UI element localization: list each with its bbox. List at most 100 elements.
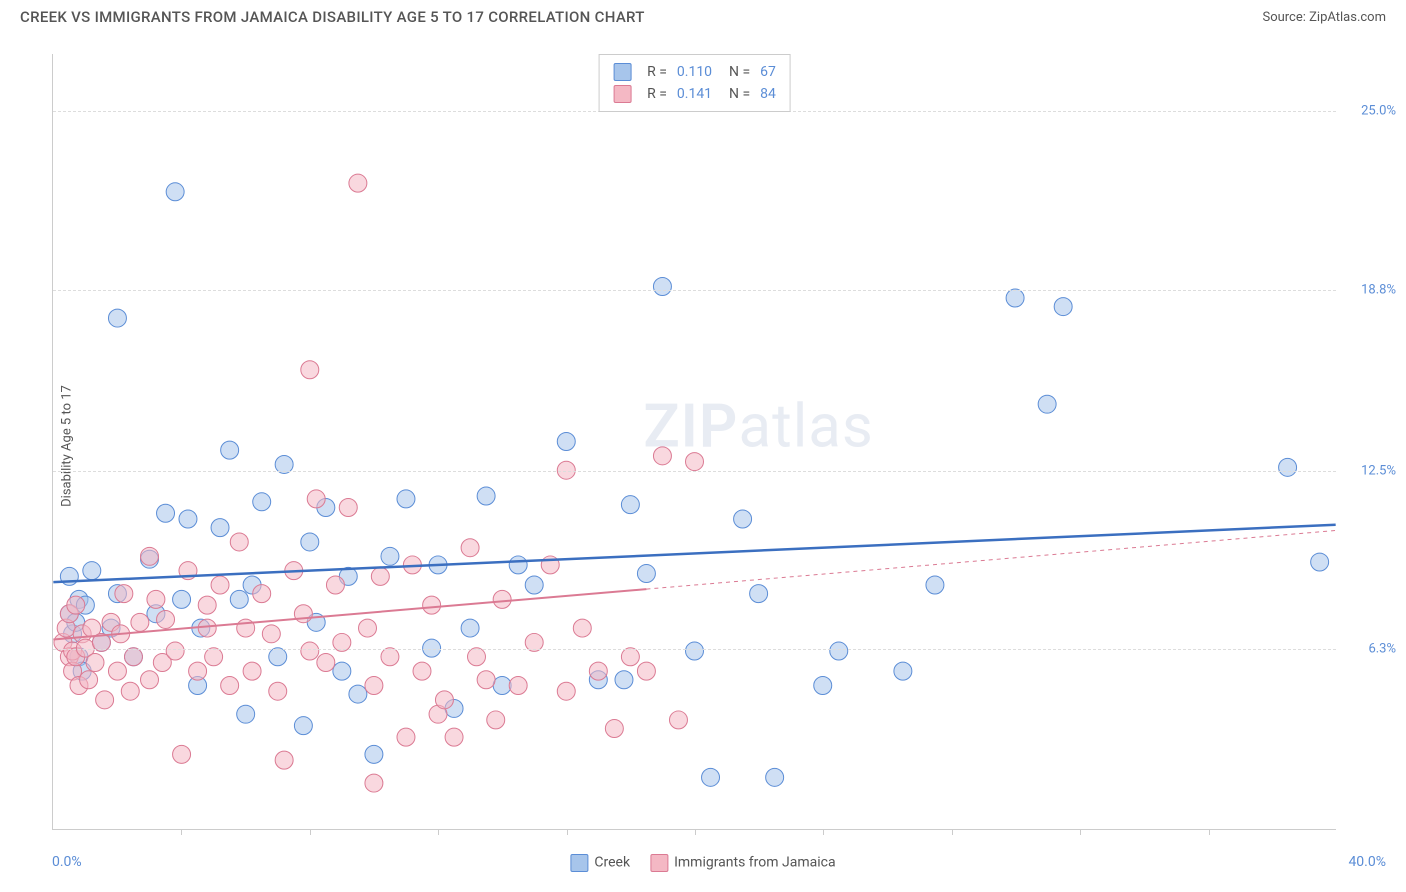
data-point bbox=[96, 691, 114, 709]
x-tick bbox=[952, 829, 953, 835]
data-point bbox=[814, 676, 832, 694]
data-point bbox=[365, 774, 383, 792]
data-point bbox=[637, 662, 655, 680]
chart-title: CREEK VS IMMIGRANTS FROM JAMAICA DISABIL… bbox=[20, 8, 645, 26]
data-point bbox=[307, 490, 325, 508]
data-point bbox=[589, 662, 607, 680]
data-point bbox=[349, 174, 367, 192]
data-point bbox=[461, 619, 479, 637]
data-point bbox=[205, 648, 223, 666]
data-point bbox=[365, 676, 383, 694]
gridline bbox=[53, 471, 1336, 472]
data-point bbox=[221, 441, 239, 459]
data-point bbox=[1006, 289, 1024, 307]
data-point bbox=[621, 496, 639, 514]
data-point bbox=[669, 711, 687, 729]
data-point bbox=[445, 728, 463, 746]
data-point bbox=[468, 648, 486, 666]
data-point bbox=[926, 576, 944, 594]
header: CREEK VS IMMIGRANTS FROM JAMAICA DISABIL… bbox=[0, 0, 1406, 30]
swatch-icon bbox=[570, 854, 588, 872]
r-label: R = bbox=[647, 64, 667, 80]
data-point bbox=[653, 447, 671, 465]
data-point bbox=[141, 671, 159, 689]
source-label: Source: ZipAtlas.com bbox=[1262, 10, 1386, 25]
data-point bbox=[333, 662, 351, 680]
x-tick bbox=[1209, 829, 1210, 835]
data-point bbox=[262, 625, 280, 643]
data-point bbox=[253, 585, 271, 603]
data-point bbox=[221, 676, 239, 694]
data-point bbox=[573, 619, 591, 637]
data-point bbox=[326, 576, 344, 594]
x-tick bbox=[181, 829, 182, 835]
legend-row-jamaica: R = 0.141 N = 84 bbox=[613, 83, 776, 105]
data-point bbox=[121, 682, 139, 700]
data-point bbox=[509, 676, 527, 694]
swatch-creek bbox=[613, 63, 631, 81]
chart-plot-area: R = 0.110 N = 67 R = 0.141 N = 84 ZIPatl… bbox=[52, 54, 1336, 830]
data-point bbox=[108, 662, 126, 680]
data-point bbox=[294, 717, 312, 735]
data-point bbox=[115, 585, 133, 603]
x-tick bbox=[567, 829, 568, 835]
data-point bbox=[166, 642, 184, 660]
n-value-creek: 67 bbox=[760, 64, 776, 80]
data-point bbox=[1311, 553, 1329, 571]
data-point bbox=[230, 590, 248, 608]
data-point bbox=[397, 490, 415, 508]
legend-item-jamaica: Immigrants from Jamaica bbox=[650, 854, 836, 872]
data-point bbox=[734, 510, 752, 528]
data-point bbox=[702, 768, 720, 786]
data-point bbox=[339, 499, 357, 517]
data-point bbox=[349, 685, 367, 703]
data-point bbox=[173, 590, 191, 608]
data-point bbox=[413, 662, 431, 680]
data-point bbox=[371, 567, 389, 585]
data-point bbox=[86, 654, 104, 672]
series-legend: Creek Immigrants from Jamaica bbox=[570, 854, 835, 872]
data-point bbox=[686, 453, 704, 471]
x-tick bbox=[438, 829, 439, 835]
data-point bbox=[493, 676, 511, 694]
data-point bbox=[359, 619, 377, 637]
data-point bbox=[237, 705, 255, 723]
r-value-creek: 0.110 bbox=[677, 64, 712, 80]
data-point bbox=[253, 493, 271, 511]
data-point bbox=[461, 539, 479, 557]
data-point bbox=[493, 590, 511, 608]
data-point bbox=[301, 361, 319, 379]
y-tick-label: 6.3% bbox=[1341, 641, 1396, 656]
data-point bbox=[766, 768, 784, 786]
x-tick bbox=[823, 829, 824, 835]
x-tick bbox=[695, 829, 696, 835]
data-point bbox=[397, 728, 415, 746]
data-point bbox=[157, 504, 175, 522]
data-point bbox=[124, 648, 142, 666]
data-point bbox=[477, 671, 495, 689]
data-point bbox=[157, 610, 175, 628]
y-tick-label: 25.0% bbox=[1341, 104, 1396, 119]
data-point bbox=[230, 533, 248, 551]
data-point bbox=[108, 309, 126, 327]
r-value-jamaica: 0.141 bbox=[677, 86, 712, 102]
data-point bbox=[147, 590, 165, 608]
data-point bbox=[605, 720, 623, 738]
data-point bbox=[557, 682, 575, 700]
data-point bbox=[131, 613, 149, 631]
gridline bbox=[53, 290, 1336, 291]
legend-row-creek: R = 0.110 N = 67 bbox=[613, 61, 776, 83]
swatch-icon bbox=[650, 854, 668, 872]
data-point bbox=[198, 596, 216, 614]
data-point bbox=[894, 662, 912, 680]
data-point bbox=[179, 510, 197, 528]
y-tick-label: 18.8% bbox=[1341, 282, 1396, 297]
data-point bbox=[381, 648, 399, 666]
data-point bbox=[301, 533, 319, 551]
data-point bbox=[435, 691, 453, 709]
x-axis-max: 40.0% bbox=[1348, 854, 1386, 870]
n-value-jamaica: 84 bbox=[760, 86, 776, 102]
data-point bbox=[83, 562, 101, 580]
data-point bbox=[269, 648, 287, 666]
data-point bbox=[275, 751, 293, 769]
